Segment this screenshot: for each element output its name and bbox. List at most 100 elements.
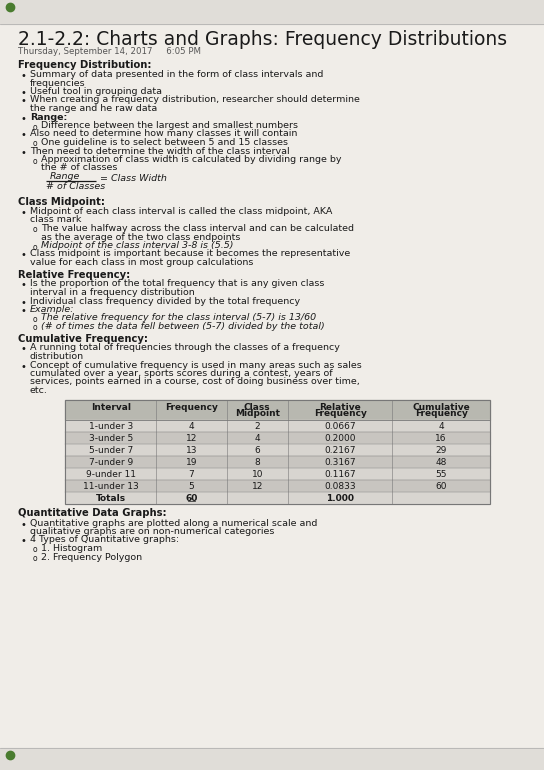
Text: OneClass: OneClass (15, 752, 87, 766)
Text: The relative frequency for the class interval (5-7) is 13/60: The relative frequency for the class int… (41, 313, 316, 323)
Text: Totals: Totals (96, 494, 126, 503)
Bar (65, 444, 490, 456)
Text: •: • (21, 520, 27, 530)
Bar (65, 480, 490, 491)
Bar (65, 456, 490, 467)
Text: 2.1-2.2: Charts and Graphs: Frequency Distributions: 2.1-2.2: Charts and Graphs: Frequency Di… (18, 30, 507, 49)
Text: 55: 55 (435, 470, 447, 479)
Text: the range and he raw data: the range and he raw data (30, 104, 157, 113)
Text: 19: 19 (186, 458, 197, 467)
Text: find more resources at oneclass.com: find more resources at oneclass.com (375, 8, 534, 16)
Text: Textbook Notes Page 1: Textbook Notes Page 1 (223, 755, 321, 764)
Text: Quantitative graphs are plotted along a numerical scale and: Quantitative graphs are plotted along a … (30, 518, 317, 527)
Text: o: o (33, 554, 38, 563)
Text: o: o (33, 545, 38, 554)
Text: Frequency Distribution:: Frequency Distribution: (18, 60, 151, 70)
Text: find more resources at oneclass.com: find more resources at oneclass.com (375, 755, 534, 764)
Text: Class: Class (244, 403, 270, 411)
Text: 12: 12 (252, 482, 263, 491)
Text: •: • (21, 113, 27, 123)
Text: 60: 60 (186, 494, 197, 503)
Text: value for each class in most group calculations: value for each class in most group calcu… (30, 258, 254, 267)
Text: Class Midpoint:: Class Midpoint: (18, 197, 105, 207)
Text: 10: 10 (251, 470, 263, 479)
Text: Relative Frequency:: Relative Frequency: (18, 270, 130, 280)
Text: Individual class frequency divided by the total frequency: Individual class frequency divided by th… (30, 296, 300, 306)
Text: Example:: Example: (30, 305, 75, 314)
Text: •: • (21, 306, 27, 316)
Text: Approximation of class width is calculated by dividing range by: Approximation of class width is calculat… (41, 155, 342, 164)
Text: 12: 12 (186, 434, 197, 443)
Text: 0.2000: 0.2000 (324, 434, 356, 443)
Text: Frequency: Frequency (415, 410, 467, 419)
Text: •: • (21, 250, 27, 260)
Text: •: • (21, 344, 27, 354)
Text: etc.: etc. (30, 386, 48, 395)
Text: One guideline is to select between 5 and 15 classes: One guideline is to select between 5 and… (41, 138, 288, 147)
Text: Concept of cumulative frequency is used in many areas such as sales: Concept of cumulative frequency is used … (30, 360, 362, 370)
Text: (# of times the data fell between (5-7) divided by the total): (# of times the data fell between (5-7) … (41, 322, 325, 331)
Text: 1. Histogram: 1. Histogram (41, 544, 102, 553)
Text: When creating a frequency distribution, researcher should determine: When creating a frequency distribution, … (30, 95, 360, 105)
Text: 2. Frequency Polygon: 2. Frequency Polygon (41, 553, 142, 561)
Text: as the average of the two class endpoints: as the average of the two class endpoint… (41, 233, 240, 242)
Text: 13: 13 (186, 446, 197, 455)
Text: cumulated over a year, sports scores during a contest, years of: cumulated over a year, sports scores dur… (30, 369, 332, 378)
Text: 7: 7 (189, 470, 194, 479)
Text: •: • (21, 71, 27, 81)
Text: o: o (33, 122, 38, 132)
Text: class mark: class mark (30, 216, 82, 225)
Text: Midpoint: Midpoint (235, 410, 280, 419)
Text: o: o (33, 315, 38, 324)
Text: 1.000: 1.000 (326, 494, 354, 503)
Bar (65, 400, 490, 504)
Text: 7-under 9: 7-under 9 (89, 458, 133, 467)
Text: 11-under 13: 11-under 13 (83, 482, 139, 491)
Text: 4 Types of Quantitative graphs:: 4 Types of Quantitative graphs: (30, 535, 179, 544)
Text: services, points earned in a course, cost of doing business over time,: services, points earned in a course, cos… (30, 377, 360, 387)
Bar (0, 0, 544, 24)
Text: •: • (21, 361, 27, 371)
Text: Summary of data presented in the form of class intervals and: Summary of data presented in the form of… (30, 70, 323, 79)
Text: Cumulative: Cumulative (412, 403, 470, 411)
Text: •: • (21, 537, 27, 547)
Text: 4: 4 (255, 434, 260, 443)
Text: Interval: Interval (91, 403, 131, 411)
Text: •: • (21, 88, 27, 98)
Text: Then need to determine the width of the class interval: Then need to determine the width of the … (30, 146, 289, 156)
Text: Also need to determine how many classes it will contain: Also need to determine how many classes … (30, 129, 298, 139)
Bar (65, 491, 490, 504)
Text: o: o (33, 243, 38, 252)
Text: interval in a frequency distribution: interval in a frequency distribution (30, 288, 195, 297)
Text: = Class Width: = Class Width (100, 174, 167, 183)
Text: Is the proportion of the total frequency that is any given class: Is the proportion of the total frequency… (30, 280, 324, 289)
Text: 29: 29 (435, 446, 447, 455)
Text: Frequency: Frequency (165, 403, 218, 411)
Text: The value halfway across the class interval and can be calculated: The value halfway across the class inter… (41, 224, 354, 233)
Text: 2: 2 (255, 422, 260, 431)
Bar (65, 420, 490, 431)
Text: o: o (33, 323, 38, 333)
Text: •: • (21, 208, 27, 218)
Text: qualitative graphs are on non-numerical categories: qualitative graphs are on non-numerical … (30, 527, 274, 536)
Text: •: • (21, 148, 27, 158)
Text: 8: 8 (255, 458, 260, 467)
Text: •: • (21, 280, 27, 290)
Text: •: • (21, 130, 27, 140)
Text: Relative: Relative (319, 403, 361, 411)
Text: o: o (33, 139, 38, 149)
Text: Midpoint of the class interval 3-8 is (5.5): Midpoint of the class interval 3-8 is (5… (41, 241, 233, 250)
Text: o: o (33, 156, 38, 166)
Text: 0.2167: 0.2167 (324, 446, 356, 455)
Text: 6: 6 (255, 446, 260, 455)
Text: 0.1167: 0.1167 (324, 470, 356, 479)
Text: 16: 16 (435, 434, 447, 443)
Bar (65, 467, 490, 480)
Text: 5: 5 (189, 482, 194, 491)
Text: Cumulative Frequency:: Cumulative Frequency: (18, 333, 148, 343)
Text: OneClass: OneClass (15, 5, 87, 19)
Text: Range:: Range: (30, 112, 67, 122)
Text: 60: 60 (435, 482, 447, 491)
Text: Quantitative Data Graphs:: Quantitative Data Graphs: (18, 508, 166, 518)
Text: 5-under 7: 5-under 7 (89, 446, 133, 455)
